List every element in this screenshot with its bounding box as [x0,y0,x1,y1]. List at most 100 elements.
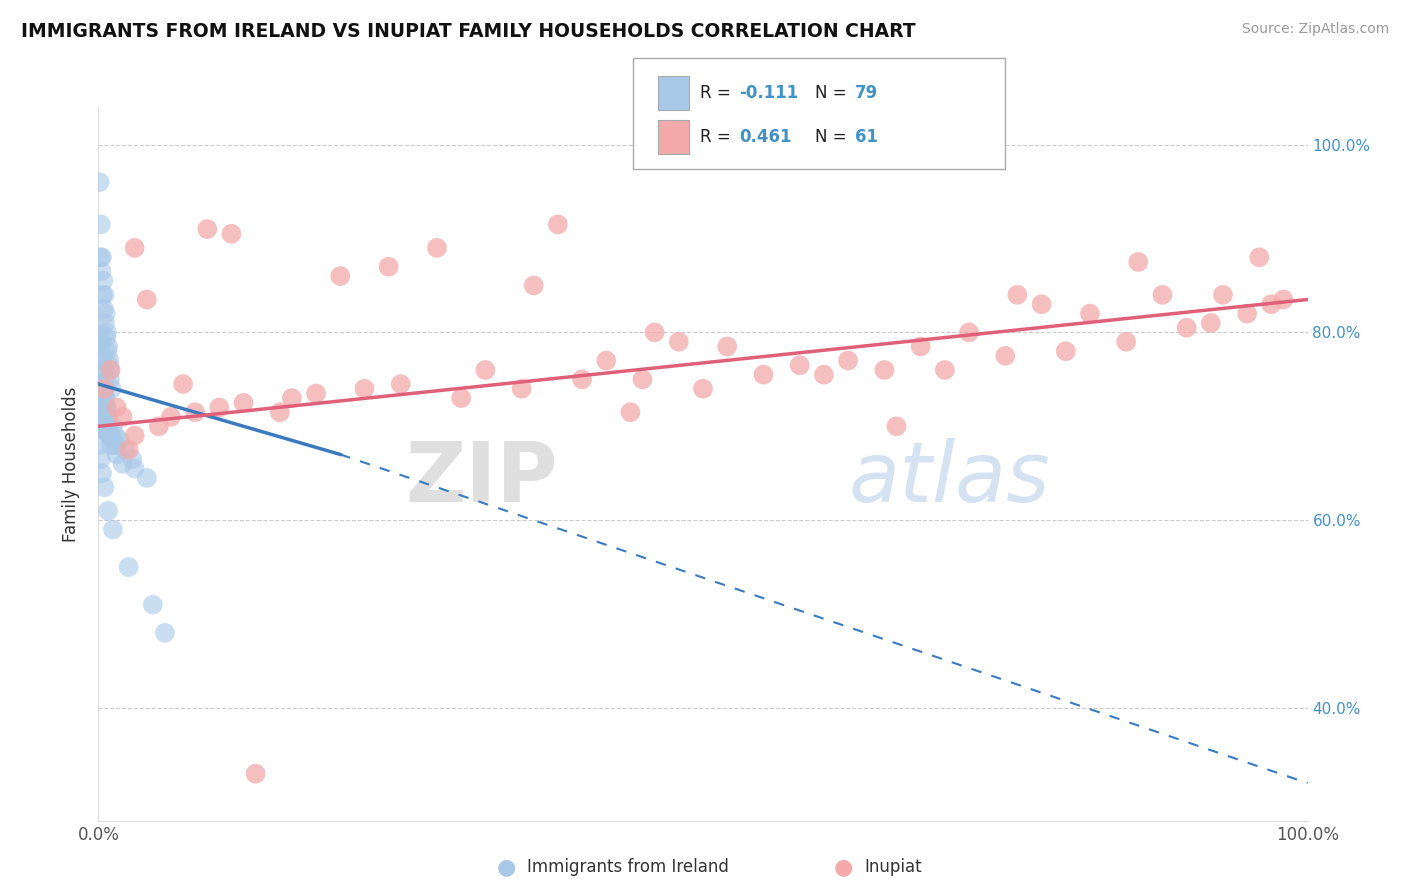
Point [1152,288,1174,302]
Point [184,405,207,419]
Point [98,372,121,386]
Point [595,353,617,368]
Point [1199,316,1222,330]
Point [94,415,117,429]
Point [93,382,115,396]
Point [1175,320,1198,334]
Point [160,409,183,424]
Point [1128,255,1150,269]
Point [93,288,115,302]
Point [105,401,128,415]
Point [208,401,231,415]
Point [232,396,254,410]
Text: atlas: atlas [848,438,1050,518]
Point [97,358,120,372]
Point [98,428,121,442]
Point [135,471,157,485]
Point [91,368,114,382]
Point [1236,307,1258,321]
Text: IMMIGRANTS FROM IRELAND VS INUPIAT FAMILY HOUSEHOLDS CORRELATION CHART: IMMIGRANTS FROM IRELAND VS INUPIAT FAMIL… [21,22,915,41]
Point [89,250,111,264]
Point [1078,307,1101,321]
Point [377,260,399,274]
Point [100,382,122,396]
Point [994,349,1017,363]
Point [105,447,128,461]
Point [873,363,896,377]
Text: 0.461: 0.461 [740,128,792,146]
Text: N =: N = [815,84,852,102]
Point [813,368,835,382]
Point [93,409,115,424]
Point [96,419,118,434]
Point [523,278,546,293]
Point [789,358,811,372]
Point [1260,297,1282,311]
Point [91,353,114,368]
Point [91,288,114,302]
Point [752,368,775,382]
Point [957,326,980,340]
Point [245,766,267,780]
Y-axis label: Family Households: Family Households [62,386,80,541]
Point [1115,334,1137,349]
Text: R =: R = [700,128,737,146]
Point [96,401,118,415]
Point [668,334,690,349]
Point [93,480,115,494]
Point [148,419,170,434]
Point [91,401,114,415]
Point [94,391,117,405]
Point [96,330,118,344]
Point [510,382,533,396]
Point [142,598,165,612]
Point [100,363,122,377]
Point [96,401,118,415]
Point [934,363,956,377]
Point [89,382,111,396]
Point [716,339,738,353]
Point [269,405,291,419]
Point [108,434,131,448]
Point [124,428,146,442]
Point [1031,297,1053,311]
Point [89,334,111,349]
Point [195,222,218,236]
Point [111,409,134,424]
Point [93,377,115,392]
Point [89,401,111,415]
Point [90,218,112,232]
Point [97,504,120,518]
Point [90,377,112,392]
Point [93,409,115,424]
Point [89,326,111,340]
Point [1212,288,1234,302]
Point [91,401,114,415]
Point [153,625,176,640]
Point [94,316,117,330]
Point [837,353,859,368]
Point [104,428,127,442]
Point [118,560,141,574]
Text: N =: N = [815,128,852,146]
Point [305,386,328,401]
Point [135,293,157,307]
Point [118,442,141,457]
Point [692,382,714,396]
Point [101,523,124,537]
Point [100,363,122,377]
Point [90,349,112,363]
Point [172,377,194,392]
Point [910,339,932,353]
Text: ZIP: ZIP [405,438,558,518]
Text: ●: ● [496,857,516,877]
Point [101,419,124,434]
Point [631,372,654,386]
Text: -0.111: -0.111 [740,84,799,102]
Point [96,409,118,424]
Point [93,382,115,396]
Text: 61: 61 [855,128,877,146]
Point [91,274,114,288]
Text: 79: 79 [855,84,879,102]
Point [89,363,111,377]
